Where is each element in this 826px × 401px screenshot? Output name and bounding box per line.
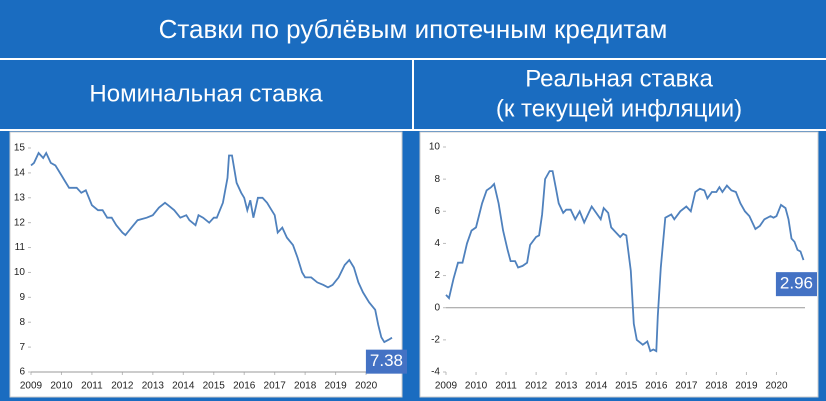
plot-area (9, 131, 403, 398)
x-tick-label: 2012 (111, 381, 134, 392)
y-tick-label: 12 (14, 217, 26, 228)
x-tick-label: 2015 (615, 381, 638, 392)
y-tick-label: 8 (434, 174, 440, 185)
end-value-box (775, 272, 817, 297)
x-tick-label: 2016 (233, 381, 256, 392)
y-tick-label: 14 (14, 168, 26, 179)
y-tick-label: 6 (19, 367, 25, 378)
y-tick-label: 9 (19, 292, 25, 303)
y-tick-label: 7 (19, 342, 25, 353)
y-tick-label: 6 (434, 206, 440, 217)
x-tick-label: 2011 (81, 381, 103, 392)
panel-title: Номинальная ставка (89, 80, 323, 107)
panel-title: Реальная ставка (525, 65, 713, 92)
x-tick-label: 2018 (294, 381, 317, 392)
main-title: Ставки по рублёвым ипотечным кредитам (159, 14, 668, 44)
y-tick-label: 4 (434, 238, 440, 249)
end-value-label: 7.38 (370, 351, 403, 370)
x-tick-label: 2015 (203, 381, 226, 392)
y-tick-label: -4 (431, 367, 440, 378)
y-tick-label: 15 (14, 143, 26, 154)
x-tick-label: 2018 (705, 381, 728, 392)
y-tick-label: -2 (431, 334, 440, 345)
x-tick-label: 2017 (264, 381, 287, 392)
panel-title: (к текущей инфляции) (496, 95, 742, 122)
y-tick-label: 10 (429, 142, 441, 153)
x-tick-label: 2020 (355, 381, 378, 392)
x-tick-label: 2020 (765, 381, 788, 392)
data-line (445, 170, 805, 353)
x-tick-label: 2017 (675, 381, 698, 392)
end-value-label: 2.96 (780, 274, 813, 293)
x-tick-label: 2013 (142, 381, 165, 392)
x-tick-label: 2011 (495, 381, 517, 392)
x-tick-label: 2016 (645, 381, 668, 392)
y-tick-label: 10 (14, 267, 26, 278)
x-tick-label: 2019 (324, 381, 347, 392)
end-value-box (365, 349, 407, 374)
x-tick-label: 2009 (435, 381, 458, 392)
x-tick-label: 2013 (555, 381, 578, 392)
plot-area (419, 131, 819, 398)
x-tick-label: 2010 (465, 381, 488, 392)
data-line (30, 151, 393, 344)
x-tick-label: 2009 (20, 381, 43, 392)
y-tick-label: 2 (434, 270, 440, 281)
x-tick-label: 2019 (735, 381, 758, 392)
y-tick-label: 8 (19, 317, 25, 328)
y-tick-label: 11 (15, 242, 26, 253)
x-tick-label: 2014 (585, 381, 608, 392)
x-tick-label: 2012 (525, 381, 548, 392)
y-tick-label: 13 (14, 192, 26, 203)
x-tick-label: 2010 (50, 381, 73, 392)
y-tick-label: 0 (434, 302, 440, 313)
x-tick-label: 2014 (172, 381, 195, 392)
